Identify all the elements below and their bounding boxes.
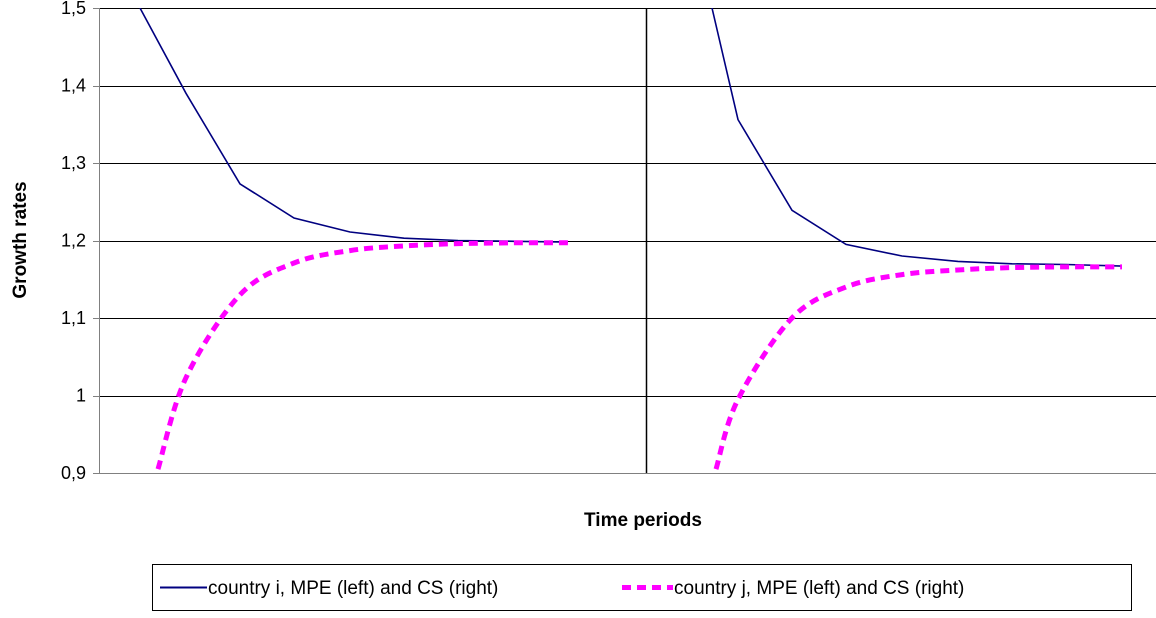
y-tick-label: 0,9 [61, 463, 86, 483]
y-tick-label: 1 [76, 386, 86, 406]
legend-label-country-i: country i, MPE (left) and CS (right) [208, 578, 498, 599]
y-tick-label: 1,4 [61, 76, 86, 96]
y-tick-label: 1,5 [61, 0, 86, 18]
series-country-j-left-line [155, 240, 569, 470]
y-tick-label: 1,2 [61, 231, 86, 251]
series-country-i-right-line [711, 8, 1123, 267]
legend: country i, MPE (left) and CS (right) cou… [152, 564, 1132, 611]
y-axis-title: Growth rates [10, 181, 31, 298]
legend-label-country-j: country j, MPE (left) and CS (right) [674, 578, 964, 599]
y-tick-label: 1,1 [61, 308, 86, 328]
series-country-i-left-line [139, 8, 569, 243]
plot-area [99, 8, 1156, 473]
y-tick-label: 1,3 [61, 153, 86, 173]
x-axis-title: Time periods [584, 510, 702, 531]
y-tick-labels: 0,9 1 1,1 1,2 1,3 1,4 1,5 [61, 0, 100, 483]
series-layer [139, 8, 1123, 470]
series-country-j-right-line [713, 264, 1123, 470]
